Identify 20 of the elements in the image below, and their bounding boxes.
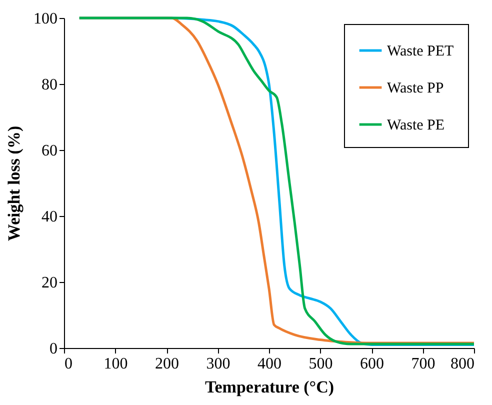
legend-label: Waste PP bbox=[387, 80, 444, 96]
x-tick-label: 400 bbox=[258, 356, 282, 372]
x-tick-label: 300 bbox=[206, 356, 230, 372]
x-tick-label: 700 bbox=[411, 356, 436, 372]
legend-label: Waste PET bbox=[387, 44, 454, 60]
x-axis-title: Temperature (°C) bbox=[204, 378, 334, 396]
x-tick-label: 0 bbox=[64, 356, 72, 372]
y-axis-title: Weight loss (%) bbox=[4, 126, 24, 242]
y-tick-label: 40 bbox=[42, 208, 58, 226]
y-tick-label: 60 bbox=[42, 142, 58, 160]
y-tick-label: 100 bbox=[34, 10, 58, 28]
legend-label: Waste PE bbox=[387, 118, 445, 134]
x-tick-label: 500 bbox=[308, 356, 333, 372]
x-tick-label: 800 bbox=[450, 356, 474, 372]
x-tick-label: 100 bbox=[104, 356, 128, 372]
y-tick-label: 80 bbox=[42, 76, 58, 94]
x-tick-label: 600 bbox=[360, 356, 384, 372]
y-tick-label: 0 bbox=[50, 340, 58, 358]
y-tick-label: 20 bbox=[42, 274, 58, 292]
x-tick-label: 200 bbox=[155, 356, 179, 372]
